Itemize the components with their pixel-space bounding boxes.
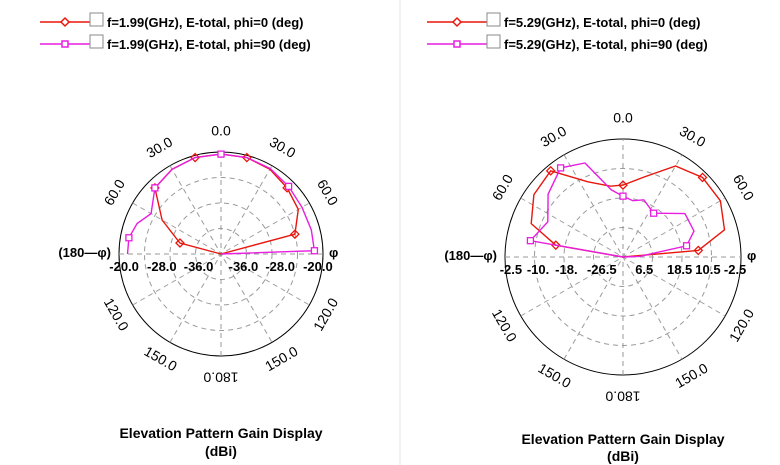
angle-label: 30.0 <box>144 133 176 161</box>
series-marker <box>550 240 561 251</box>
series-marker <box>619 192 627 200</box>
angle-label: 60.0 <box>489 171 517 203</box>
angle-label: 0.0 <box>211 123 231 139</box>
legend-right: f=5.29(GHz), E-total, phi=0 (deg) f=5.29… <box>427 12 708 52</box>
angle-label: 60.0 <box>314 177 342 209</box>
series-marker <box>241 152 252 163</box>
legend-left-1-label: f=1.99(GHz), E-total, phi=0 (deg) <box>107 15 303 30</box>
series-marker <box>682 242 691 250</box>
radial-tick-label: -20.0 <box>109 259 139 274</box>
radial-tick-label: -36.0 <box>229 259 259 274</box>
series-marker <box>697 172 708 183</box>
radial-tick-label: -20.0 <box>303 259 333 274</box>
legend-left: f=1.99(GHz), E-total, phi=0 (deg) f=1.99… <box>40 12 311 52</box>
series-marker <box>618 180 628 191</box>
series-marker <box>284 182 293 191</box>
angle-label: 150.0 <box>141 343 180 374</box>
series-marker <box>650 209 658 217</box>
series-marker <box>526 237 535 245</box>
chart-unit: (dBi) <box>205 443 237 459</box>
angle-label: 150.0 <box>535 360 574 391</box>
legend-item-left-1[interactable]: f=1.99(GHz), E-total, phi=0 (deg) <box>40 12 303 30</box>
legend-item-left-2[interactable]: f=1.99(GHz), E-total, phi=90 (deg) <box>40 34 311 52</box>
angle-label: 150.0 <box>262 343 301 374</box>
polar-chart-left: 0.0 30.0 30.0 60.0 60.0 120.0 120.0 150.0 150.0 1… <box>58 123 341 459</box>
radial-tick-label: 6.5 <box>635 262 653 277</box>
angle-label: 30.0 <box>677 123 709 151</box>
radial-tick-label: -28.0 <box>147 259 177 274</box>
series-marker <box>310 247 319 255</box>
angle-label: 180.0 <box>605 388 640 404</box>
chart-title: Elevation Pattern Gain Display <box>119 425 322 441</box>
series-marker <box>217 150 225 158</box>
angle-label: 120.0 <box>101 295 132 334</box>
radial-tick-label: -2.5 <box>724 262 746 277</box>
angle-label: 120.0 <box>726 306 757 345</box>
angle-label: 120.0 <box>310 295 341 334</box>
legend-left-2-label: f=1.99(GHz), E-total, phi=90 (deg) <box>107 37 311 52</box>
radial-tick-label: -36.0 <box>184 259 214 274</box>
angle-label: 0.0 <box>613 110 633 126</box>
axis-left-label: (180—φ) <box>58 245 111 260</box>
legend-right-2-label: f=5.29(GHz), E-total, phi=90 (deg) <box>504 37 708 52</box>
axis-right-label: φ <box>329 245 338 260</box>
angle-label: 120.0 <box>489 306 520 345</box>
series-marker <box>125 234 133 242</box>
chart-title: Elevation Pattern Gain Display <box>521 431 724 447</box>
legend-item-right-1[interactable]: f=5.29(GHz), E-total, phi=0 (deg) <box>427 12 700 30</box>
radial-tick-label: -10. <box>527 262 549 277</box>
series-line-2 <box>529 162 695 258</box>
angle-label: 60.0 <box>730 172 758 204</box>
polar-grid-ring <box>144 177 298 331</box>
series-marker <box>545 165 556 176</box>
legend-right-1-label: f=5.29(GHz), E-total, phi=0 (deg) <box>504 15 700 30</box>
axis-right-label: φ <box>747 248 756 263</box>
chart-unit: (dBi) <box>607 448 639 464</box>
radial-tick-label: -28.0 <box>265 259 295 274</box>
polar-chart-right: 0.0 30.0 30.0 60.0 60.0 120.0 120.0 150.0 150.0 1… <box>444 110 757 464</box>
series-marker <box>151 184 159 192</box>
radial-tick-label: -2.5 <box>500 262 522 277</box>
angle-label: 150.0 <box>672 360 711 391</box>
angle-label: 30.0 <box>538 123 570 151</box>
series-marker <box>175 238 185 248</box>
radial-tick-label: -26.5 <box>587 262 617 277</box>
series-marker <box>556 164 565 172</box>
radial-tick-label: 18.5 <box>667 262 692 277</box>
series-line-1 <box>530 165 726 258</box>
series-marker <box>693 245 704 256</box>
angle-label: 60.0 <box>100 176 128 208</box>
radial-tick-label: -18. <box>555 262 577 277</box>
series-line-2 <box>126 153 316 255</box>
axis-left-label: (180—φ) <box>444 248 497 263</box>
radial-tick-label: 10.5 <box>695 262 720 277</box>
series-marker <box>190 152 201 163</box>
angle-label: 180.0 <box>203 369 238 385</box>
angle-label: 30.0 <box>267 133 299 161</box>
series-marker <box>289 229 300 240</box>
legend-item-right-2[interactable]: f=5.29(GHz), E-total, phi=90 (deg) <box>427 34 708 52</box>
